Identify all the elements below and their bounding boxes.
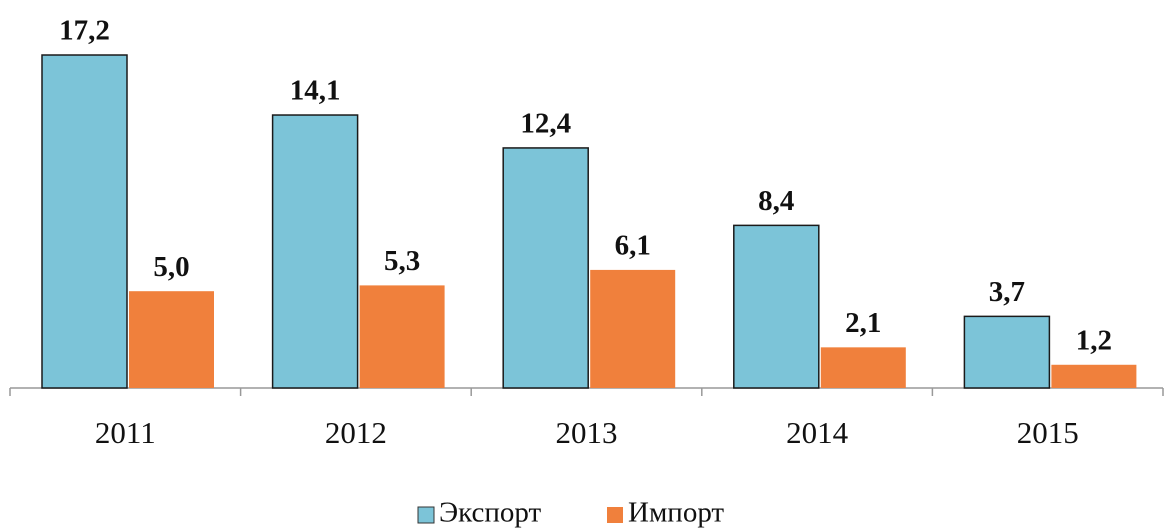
data-label: 12,4 (520, 108, 571, 140)
bar (502, 147, 589, 389)
x-tick-label: 2012 (325, 415, 387, 450)
bar (963, 315, 1051, 389)
data-label: 5,3 (384, 245, 420, 277)
x-tick-label: 2014 (786, 415, 849, 450)
bar (271, 114, 359, 389)
bar (41, 54, 128, 389)
data-label: 14,1 (290, 75, 341, 107)
x-tick-label: 2015 (1017, 415, 1079, 450)
bar (820, 347, 906, 388)
legend-label: Экспорт (439, 497, 542, 529)
x-tick-label: 2011 (95, 415, 156, 450)
data-label: 1,2 (1076, 324, 1112, 356)
bar (129, 291, 214, 388)
x-tick-label: 2013 (556, 415, 618, 450)
bar (590, 269, 676, 388)
data-label: 8,4 (758, 185, 794, 217)
legend-swatch (417, 506, 435, 524)
bar (359, 285, 445, 388)
bar (1051, 364, 1137, 388)
data-label: 17,2 (59, 15, 110, 47)
data-label: 5,0 (153, 251, 189, 283)
legend-swatch (607, 507, 623, 523)
legend-label: Импорт (628, 497, 724, 529)
bar (733, 224, 820, 389)
data-label: 6,1 (615, 230, 651, 262)
data-label: 2,1 (845, 307, 881, 339)
data-label: 3,7 (989, 276, 1025, 308)
